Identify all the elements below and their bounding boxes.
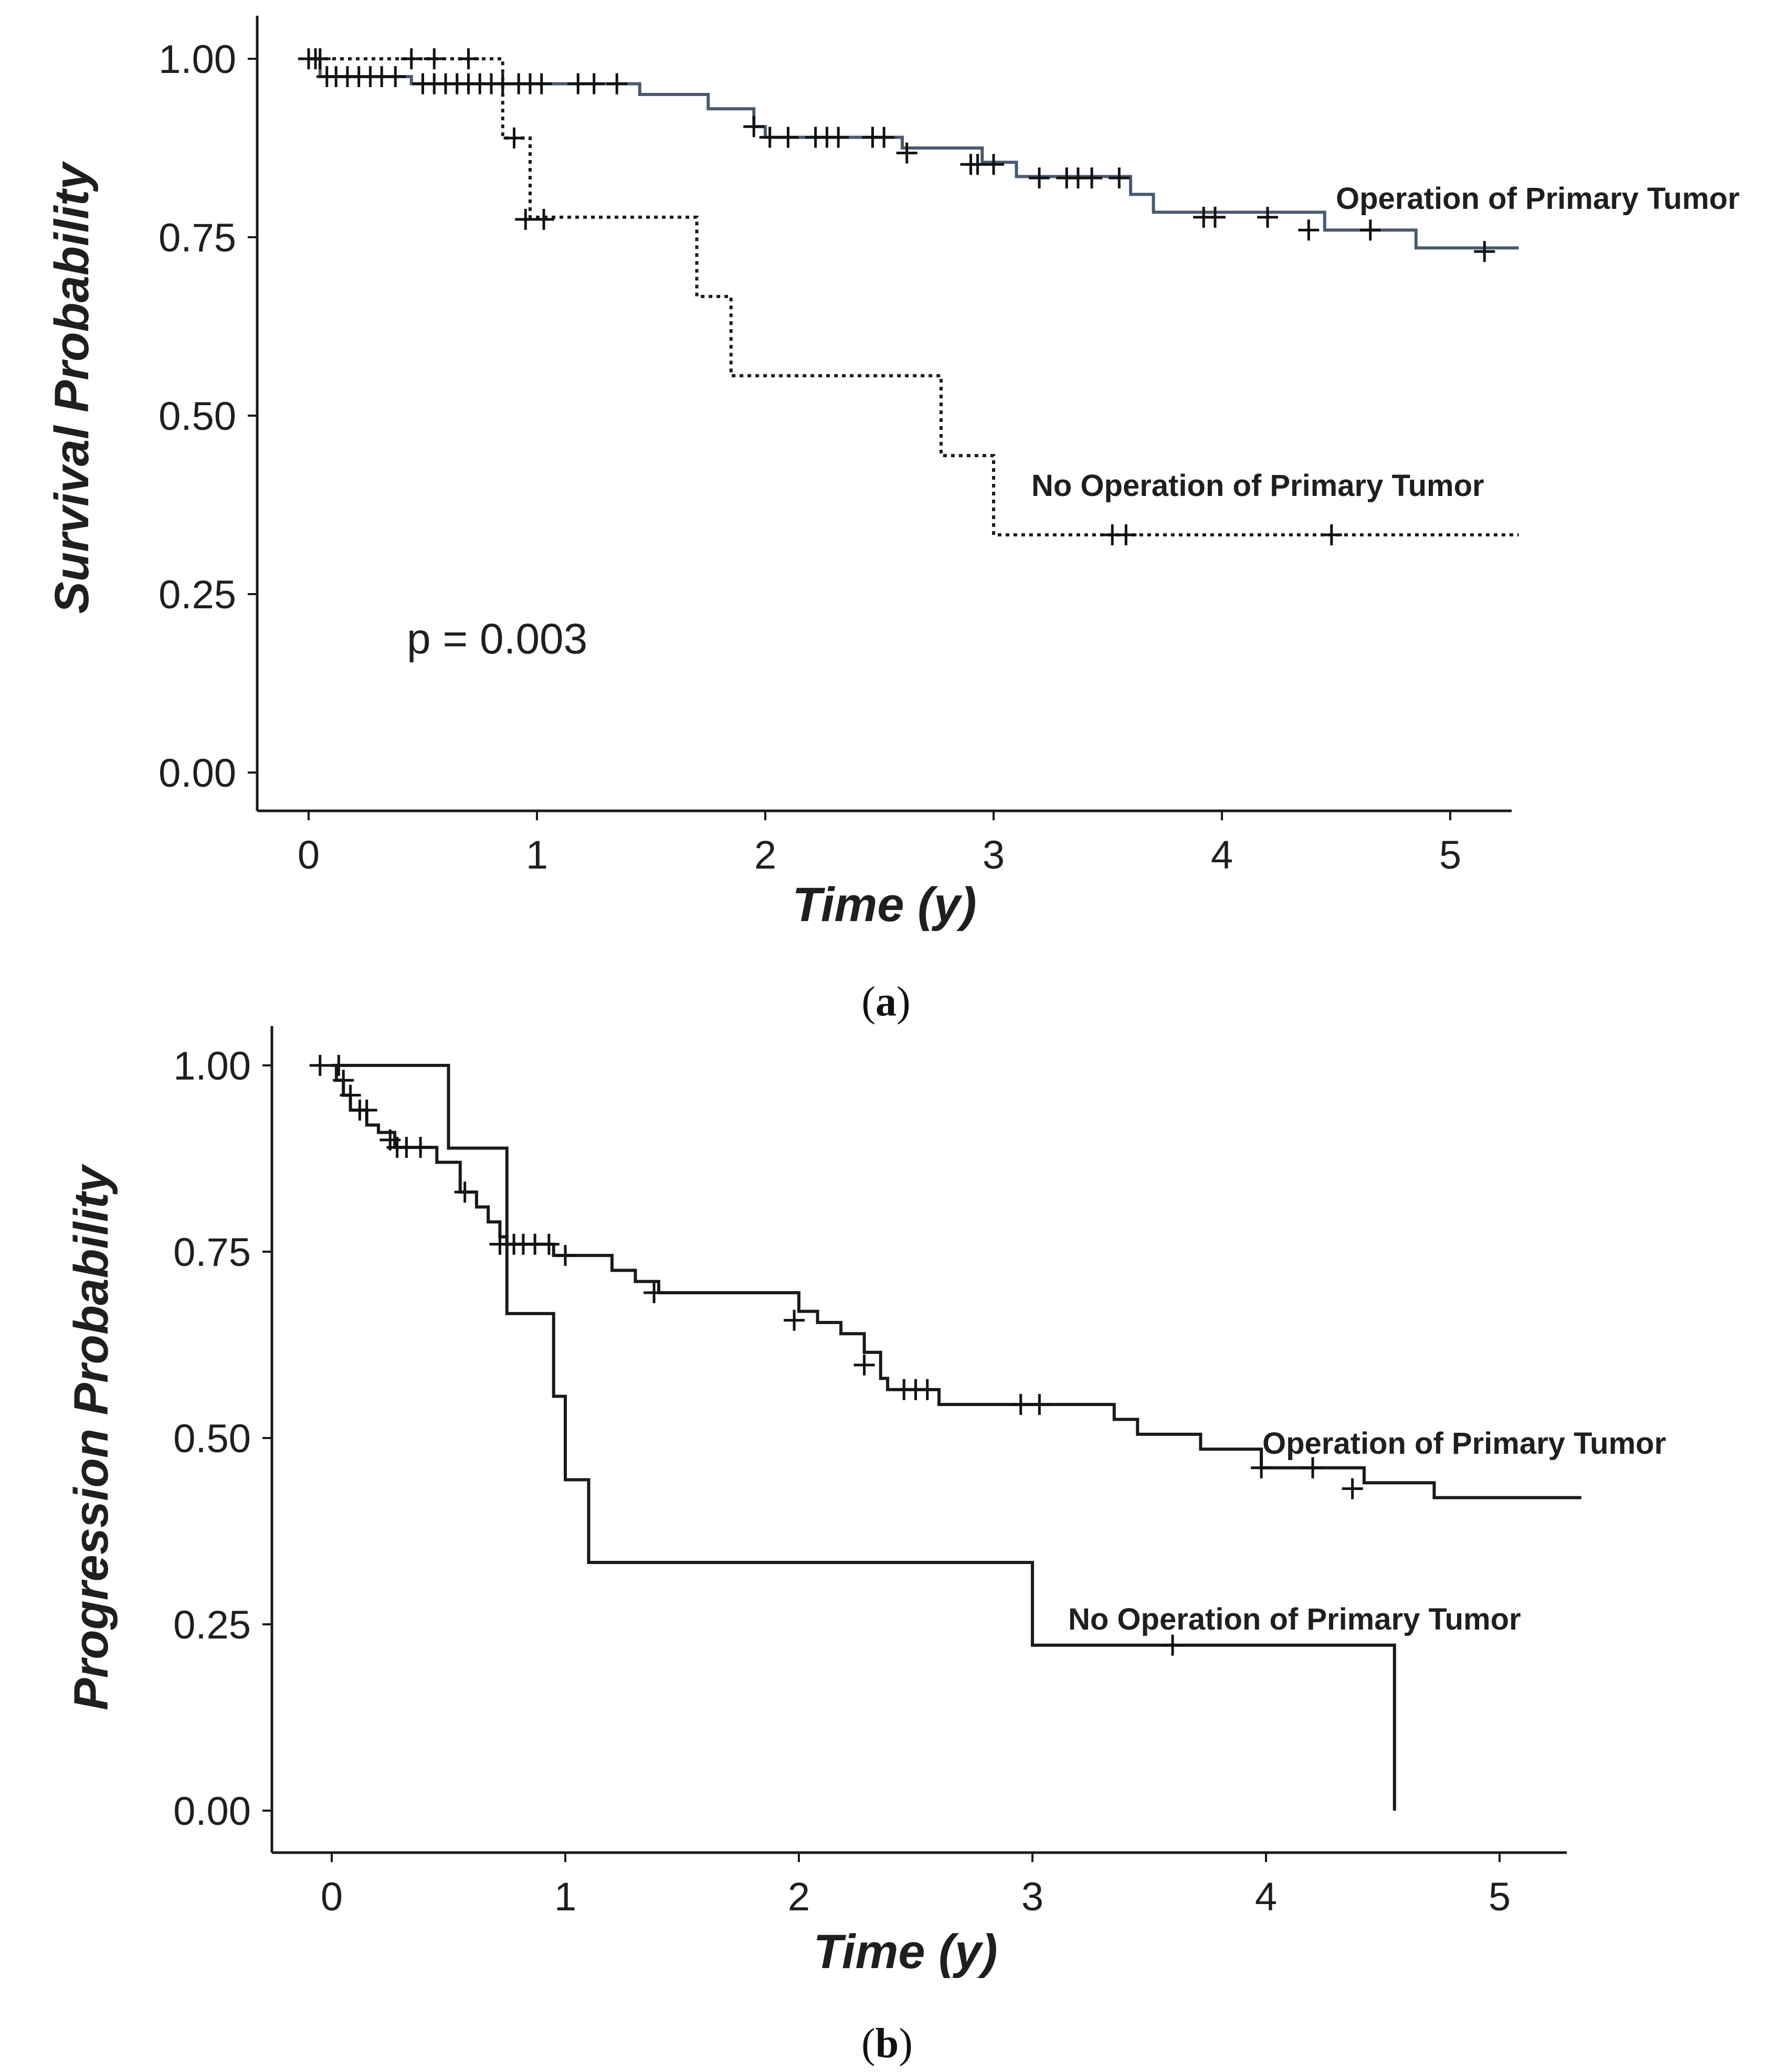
panel-a-x-tick-label: 5 xyxy=(1439,833,1461,878)
panel-a-censor-mark xyxy=(385,66,406,87)
panel-a-curves xyxy=(298,48,1519,546)
panel-b-curves xyxy=(309,1055,1581,1811)
panel-b-caption: (b) xyxy=(861,2021,913,2067)
panel-b-censor-mark xyxy=(853,1354,875,1376)
panel-a-censor-mark xyxy=(1359,219,1381,241)
panel-b-censor-mark xyxy=(1342,1478,1363,1499)
panel-b-censor-mark xyxy=(916,1379,938,1400)
panel-b-y-tick-label: 0.75 xyxy=(173,1230,251,1275)
panel-a-censor-mark xyxy=(583,73,605,94)
panel-b-y-tick-label: 1.00 xyxy=(173,1044,251,1088)
panel-b-censor-mark xyxy=(1010,1394,1031,1415)
panel-b-censor-mark xyxy=(538,1233,560,1255)
panel-a-censor-mark xyxy=(400,48,422,69)
panel-a-survival-chart: 0.00 0.25 0.50 0.75 1.00 0 1 2 3 4 5 Survival Prob… xyxy=(45,16,1739,1025)
panel-b-censor-mark xyxy=(1251,1457,1272,1478)
panel-a-x-axis-title: Time (y) xyxy=(792,878,976,932)
panel-a-y-tick-label: 0.50 xyxy=(159,394,236,439)
panel-a-censor-mark xyxy=(873,126,895,148)
panel-b-y-axis-title: Progression Probability xyxy=(65,1164,118,1710)
panel-a-x-tick-label: 0 xyxy=(298,833,320,878)
panel-b-censor-mark xyxy=(410,1137,431,1158)
panel-a-x-tick-label: 4 xyxy=(1211,833,1233,878)
panel-a-y-tick-label: 0.25 xyxy=(159,573,236,617)
panel-a-censor-mark xyxy=(1109,167,1130,189)
panel-a-censor-mark xyxy=(1204,206,1226,228)
panel-a-ticks: 0.00 0.25 0.50 0.75 1.00 0 1 2 3 4 5 xyxy=(159,37,1461,878)
panel-a-censor-mark xyxy=(1321,524,1342,546)
panel-a-censor-mark xyxy=(828,126,849,148)
panel-b-label-operation: Operation of Primary Tumor xyxy=(1262,1426,1666,1461)
panel-b-x-tick-label: 5 xyxy=(1489,1875,1511,1919)
panel-a-x-tick-label: 3 xyxy=(983,833,1005,878)
panel-a-caption: (a) xyxy=(861,979,910,1025)
panel-a-y-tick-label: 0.00 xyxy=(159,751,236,796)
panel-a-label-operation: Operation of Primary Tumor xyxy=(1336,182,1739,216)
panel-a-censor-mark xyxy=(606,73,628,94)
panel-a-p-value: p = 0.003 xyxy=(407,615,587,663)
panel-b-x-tick-label: 1 xyxy=(554,1875,576,1919)
panel-b-y-tick-label: 0.25 xyxy=(173,1603,251,1647)
panel-b-progression-chart: 0.00 0.25 0.50 0.75 1.00 0 1 2 3 4 5 Progression P… xyxy=(65,1026,1666,2067)
panel-a-x-tick-label: 1 xyxy=(526,833,548,878)
panel-a-censor-mark xyxy=(777,126,799,148)
panel-b-y-tick-label: 0.50 xyxy=(173,1416,251,1461)
panel-b-censor-mark xyxy=(333,1070,354,1091)
panel-a-censor-mark xyxy=(1298,219,1320,241)
panel-a-censor-mark xyxy=(743,116,765,138)
panel-b-label-no-operation: No Operation of Primary Tumor xyxy=(1068,1602,1521,1636)
panel-b-censor-mark xyxy=(644,1282,665,1304)
panel-a-censor-mark xyxy=(896,142,917,164)
panel-a-censor-mark xyxy=(1474,241,1495,262)
panel-b-x-tick-label: 3 xyxy=(1021,1875,1043,1919)
panel-a-y-axis-title: Survival Probability xyxy=(45,161,99,614)
panel-b-series-operation-line xyxy=(332,1064,1581,1499)
panel-a-label-no-operation: No Operation of Primary Tumor xyxy=(1031,469,1484,503)
panel-a-series-no-operation-line xyxy=(309,57,1519,537)
panel-b-censor-mark xyxy=(454,1181,476,1203)
panel-b-censor-mark xyxy=(1162,1634,1183,1656)
panel-a-censor-mark xyxy=(503,127,525,149)
panel-a-censor-mark xyxy=(1081,167,1103,189)
panel-a-censor-mark xyxy=(424,48,445,69)
panel-b-x-tick-label: 0 xyxy=(321,1875,343,1919)
panel-b-censor-mark xyxy=(1029,1394,1050,1415)
panel-a-censor-mark xyxy=(759,126,780,148)
panel-b-censor-mark xyxy=(356,1100,377,1121)
panel-b-censor-mark xyxy=(340,1084,361,1106)
panel-b-censor-mark xyxy=(555,1245,576,1266)
panel-a-y-tick-label: 1.00 xyxy=(159,37,236,82)
panel-b-ticks: 0.00 0.25 0.50 0.75 1.00 0 1 2 3 4 5 xyxy=(173,1044,1511,1919)
panel-a-x-tick-label: 2 xyxy=(754,833,776,878)
panel-a-censor-mark xyxy=(1257,206,1278,228)
panel-a-censor-mark xyxy=(1029,167,1050,189)
panel-b-censor-mark xyxy=(784,1309,805,1331)
panel-b-censor-mark xyxy=(1302,1457,1323,1478)
panel-a-censor-mark xyxy=(1115,524,1137,546)
panel-b-x-tick-label: 2 xyxy=(788,1875,810,1919)
panel-b-x-axis-title: Time (y) xyxy=(813,1925,997,1979)
panel-b-x-tick-label: 4 xyxy=(1255,1875,1277,1919)
panel-b-series-no-operation-line xyxy=(332,1064,1396,1811)
panel-b-y-tick-label: 0.00 xyxy=(173,1789,251,1834)
panel-a-censor-mark xyxy=(983,154,1004,175)
panel-a-censor-mark xyxy=(515,209,536,230)
panel-a-y-tick-label: 0.75 xyxy=(159,216,236,260)
panel-b-censor-mark xyxy=(309,1055,331,1076)
panel-a-censor-mark xyxy=(533,209,555,230)
panel-a-censor-mark xyxy=(458,48,479,69)
panel-a-censor-mark xyxy=(531,73,552,94)
